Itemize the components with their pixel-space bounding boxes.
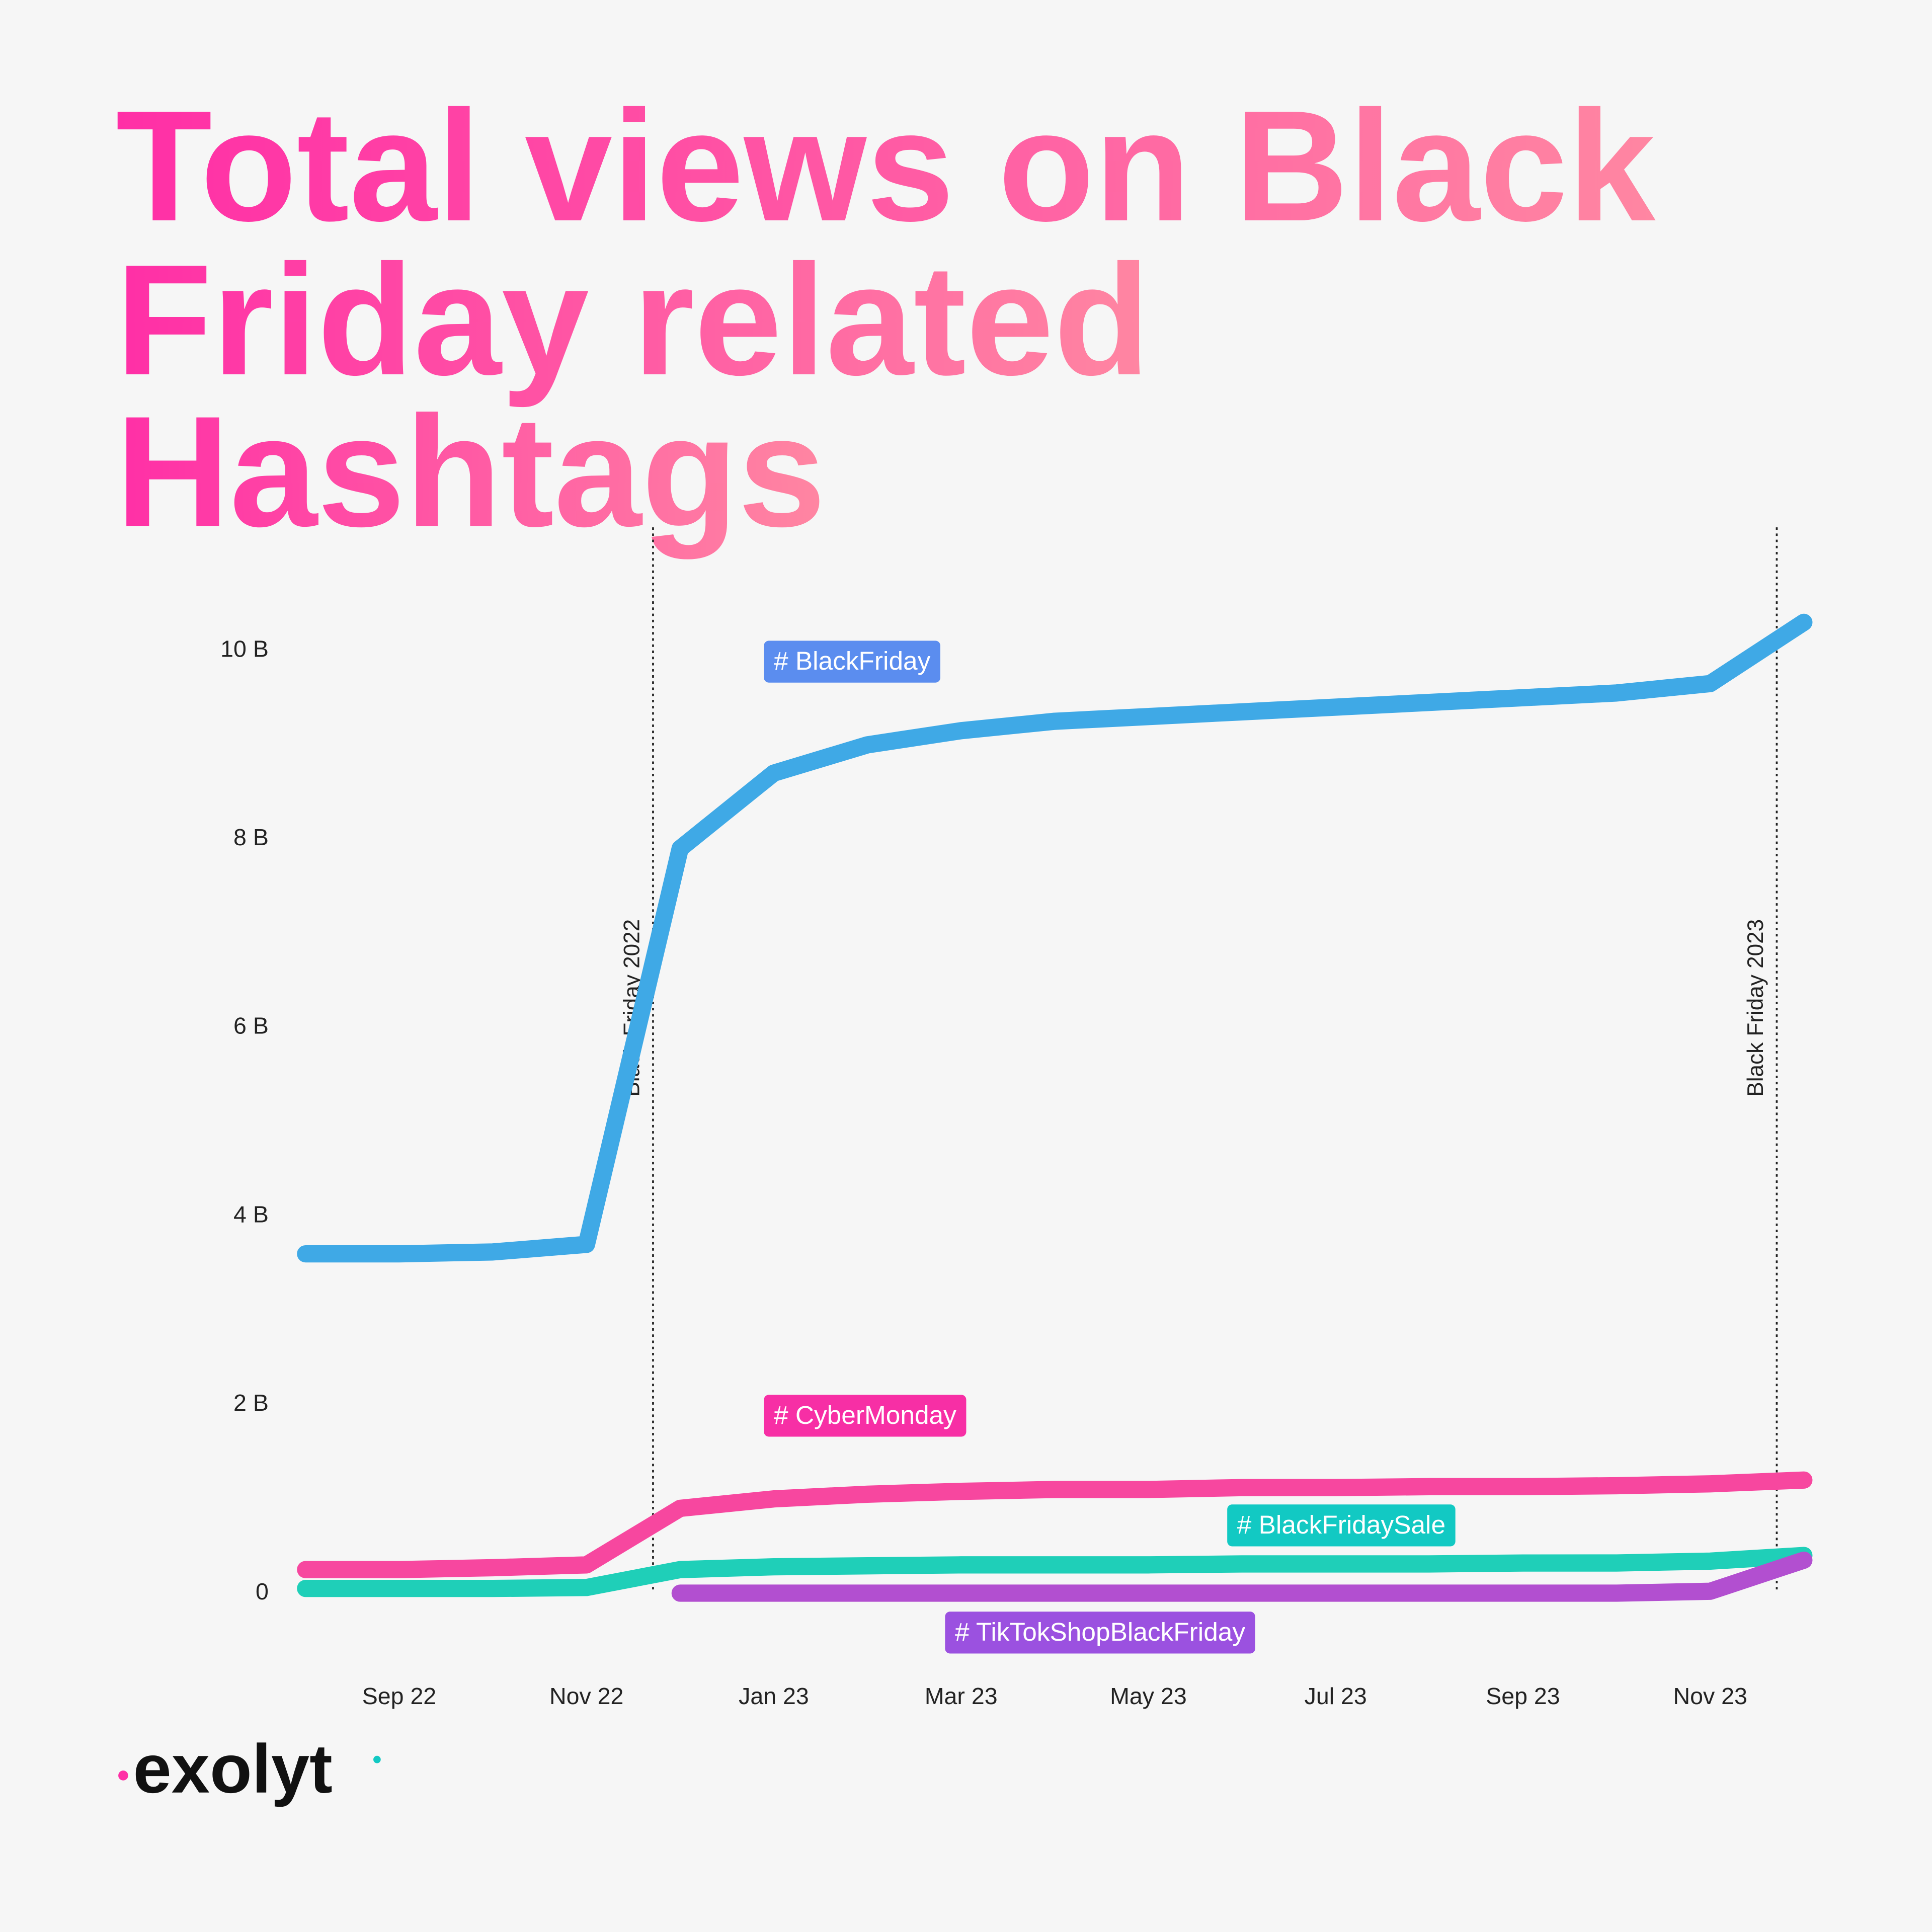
x-tick-label: Mar 23: [925, 1683, 998, 1709]
series-line: [297, 1471, 1813, 1578]
title-line: Total views on Black: [116, 78, 1656, 254]
x-tick-label: Nov 23: [1673, 1683, 1747, 1709]
legend-box: [1227, 1504, 1456, 1547]
y-tick-label: 2 B: [233, 1390, 269, 1416]
x-tick-label: Jan 23: [739, 1683, 809, 1709]
title: Total views on Black Friday related Hash…: [116, 78, 1656, 560]
title-line: Friday related: [116, 232, 1150, 409]
y-tick-label: 4 B: [233, 1201, 269, 1227]
legend-item: # BlackFridaySale: [1227, 1504, 1456, 1547]
y-tick-label: 6 B: [233, 1013, 269, 1039]
y-tick-label: 0: [256, 1578, 269, 1604]
series-line: [297, 1547, 1813, 1597]
legend-label: # BlackFriday: [774, 646, 931, 675]
legend-label: # BlackFridaySale: [1237, 1510, 1445, 1539]
y-tick-label: 10 B: [220, 635, 269, 662]
legend-label: # TikTokShopBlackFriday: [955, 1617, 1245, 1646]
x-tick-label: Sep 22: [362, 1683, 436, 1709]
x-tick-label: Nov 22: [549, 1683, 623, 1709]
series-line: [297, 613, 1813, 1263]
x-tick-label: May 23: [1110, 1683, 1187, 1709]
y-tick-label: 8 B: [233, 824, 269, 850]
legend-item: # CyberMonday: [764, 1395, 967, 1437]
logo-dot: [118, 1770, 128, 1781]
annotation-label: Black Friday 2023: [1743, 919, 1768, 1097]
x-tick-label: Sep 23: [1486, 1683, 1560, 1709]
legend-item: # BlackFriday: [764, 640, 940, 683]
series-line: [671, 1551, 1813, 1602]
logo-dot: [373, 1755, 381, 1763]
legend-box: [764, 640, 940, 683]
legend-box: [764, 1395, 967, 1437]
title-line: Hashtags: [116, 383, 826, 560]
legend-box: [945, 1612, 1255, 1654]
legend-label: # CyberMonday: [774, 1400, 956, 1429]
x-tick-label: Jul 23: [1305, 1683, 1367, 1709]
legend-item: # TikTokShopBlackFriday: [945, 1612, 1255, 1654]
logo: exolyt: [133, 1731, 332, 1808]
